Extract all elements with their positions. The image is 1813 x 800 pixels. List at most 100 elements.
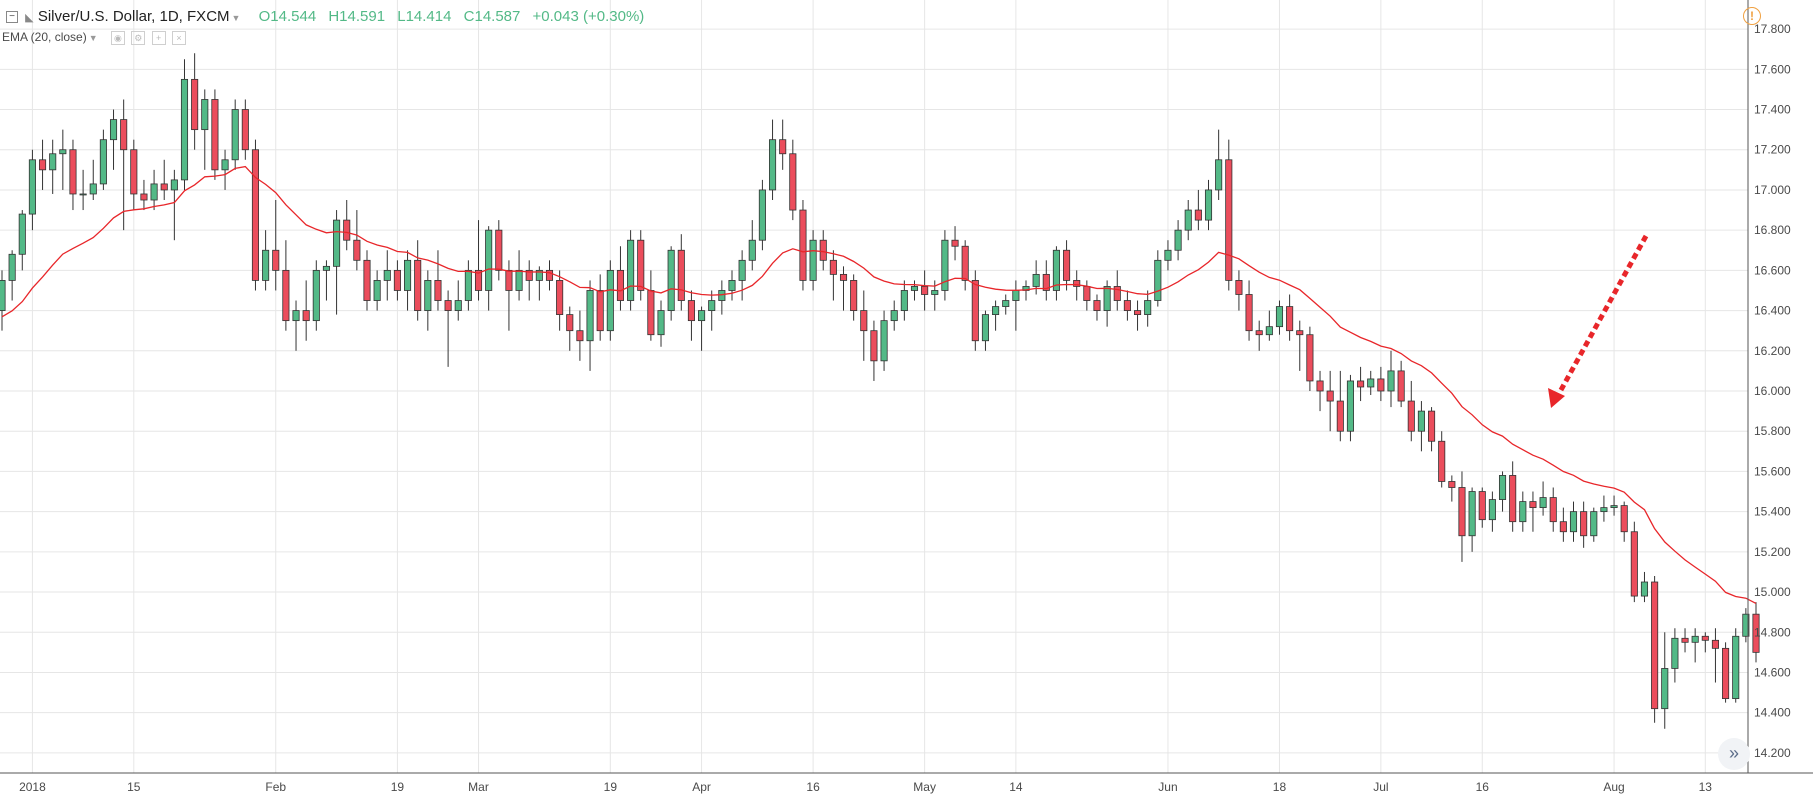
candle-body — [1610, 505, 1618, 509]
price-tick-label: 16.000 — [1754, 384, 1791, 398]
candle-body — [1701, 635, 1709, 641]
candle-body — [941, 239, 949, 291]
candle-body — [464, 269, 472, 301]
candle-body — [1063, 249, 1071, 281]
candle-body — [1103, 286, 1111, 311]
candle-body — [627, 239, 635, 301]
candle-body — [0, 280, 6, 311]
candle-body — [1133, 310, 1142, 316]
price-tick-label: 17.800 — [1754, 22, 1791, 36]
candle-body — [241, 109, 249, 151]
close-icon[interactable]: × — [172, 30, 186, 45]
time-tick-label: Aug — [1603, 780, 1624, 794]
candle-body — [1569, 511, 1578, 533]
time-tick-label: 19 — [604, 780, 618, 794]
candle-body — [1640, 581, 1649, 597]
change-value: +0.043 (+0.30%) — [532, 8, 645, 25]
ema-line — [1, 165, 1757, 604]
candle-body — [1600, 507, 1608, 513]
candle-body — [1316, 380, 1324, 392]
candle-body — [272, 249, 280, 271]
time-axis[interactable]: 2018 15 Feb 19 Mar 19 Apr 16 May 14 Jun 18 Jul 16 Aug 1… — [0, 772, 1813, 794]
candle-body — [383, 269, 391, 281]
candle-body — [424, 280, 432, 311]
high-value: H14.591 — [328, 8, 386, 25]
candle-body — [596, 290, 604, 332]
time-tick-label: 16 — [806, 780, 820, 794]
symbol-title: Silver/U.S. Dollar, 1D, FXCM — [37, 8, 230, 25]
candle-body — [69, 149, 77, 195]
low-value: L14.414 — [397, 8, 452, 25]
candle-body — [718, 290, 726, 301]
add-icon[interactable]: + — [151, 30, 166, 45]
candle-body — [1742, 613, 1750, 637]
candle-body — [434, 280, 442, 301]
chevron-down-icon[interactable]: ▼ — [88, 33, 98, 43]
candle-body — [1306, 334, 1314, 382]
candle-body — [769, 139, 777, 191]
candle-body — [1387, 370, 1395, 392]
candle-body — [1174, 229, 1182, 251]
gear-icon[interactable]: ⚙ — [131, 30, 146, 45]
candle-body — [779, 139, 787, 155]
candle-body — [1093, 300, 1101, 311]
candle-body — [393, 269, 401, 291]
candle-body — [8, 253, 16, 281]
price-tick-label: 15.600 — [1754, 464, 1791, 478]
candle-body — [525, 269, 533, 281]
chevron-down-icon[interactable]: ▼ — [231, 13, 241, 23]
chart-grid — [0, 0, 1748, 773]
time-tick-label: 16 — [1476, 780, 1490, 794]
candle-body — [1164, 249, 1172, 261]
candle-body — [1752, 613, 1760, 653]
scroll-to-realtime-icon[interactable]: » — [1718, 738, 1750, 770]
alert-icon[interactable]: ! — [1743, 7, 1761, 25]
candle-body — [1235, 280, 1243, 295]
price-tick-label: 14.400 — [1754, 706, 1791, 720]
collapse-icon[interactable]: − — [6, 11, 18, 24]
candle-body — [251, 149, 260, 281]
candle-body — [1083, 286, 1091, 301]
candle-body — [292, 310, 300, 322]
price-tick-label: 17.400 — [1754, 103, 1791, 117]
candle-body — [18, 213, 26, 255]
candle-body — [951, 239, 959, 247]
candle-body — [1377, 378, 1385, 392]
indicator-title[interactable]: EMA (20, close) — [2, 30, 87, 44]
candle-body — [637, 239, 645, 291]
candle-body — [109, 119, 118, 141]
symbol-legend: − ◣ Silver/U.S. Dollar, 1D, FXCM ▼ O14.54… — [6, 8, 644, 25]
ohlc-values: O14.544 H14.591 L14.414 C14.587 +0.043 (… — [259, 8, 645, 25]
eye-icon[interactable]: ◉ — [110, 30, 125, 45]
down-arrow-annotation — [1553, 234, 1649, 401]
candle-body — [444, 300, 452, 311]
candle-body — [1357, 380, 1365, 388]
candle-body — [1032, 273, 1040, 287]
candle-body — [262, 249, 270, 281]
time-tick-label: Apr — [692, 780, 711, 794]
candle-body — [576, 330, 584, 342]
price-axis[interactable]: 17.800 17.600 17.400 17.200 17.000 16.800 16.6… — [1747, 0, 1791, 773]
candle-body — [39, 159, 47, 171]
candlestick-series — [0, 53, 1760, 729]
price-tick-label: 17.200 — [1754, 143, 1791, 157]
candle-body — [191, 78, 199, 131]
candle-body — [130, 149, 138, 195]
price-tick-label: 14.800 — [1754, 625, 1791, 639]
time-tick-label: 2018 — [19, 780, 46, 794]
candle-body — [1042, 273, 1050, 291]
candle-body — [829, 259, 837, 275]
candle-body — [961, 245, 969, 281]
candle-body — [1590, 511, 1598, 537]
candle-body — [1488, 499, 1496, 521]
candle-body — [789, 153, 797, 211]
candle-body — [282, 269, 290, 322]
candle-body — [485, 229, 493, 291]
candle-body — [1296, 330, 1304, 336]
candle-body — [343, 219, 351, 241]
close-value: C14.587 — [463, 8, 521, 25]
time-tick-label: Feb — [265, 780, 286, 794]
candle-body — [586, 290, 594, 342]
time-tick-label: Jun — [1158, 780, 1177, 794]
